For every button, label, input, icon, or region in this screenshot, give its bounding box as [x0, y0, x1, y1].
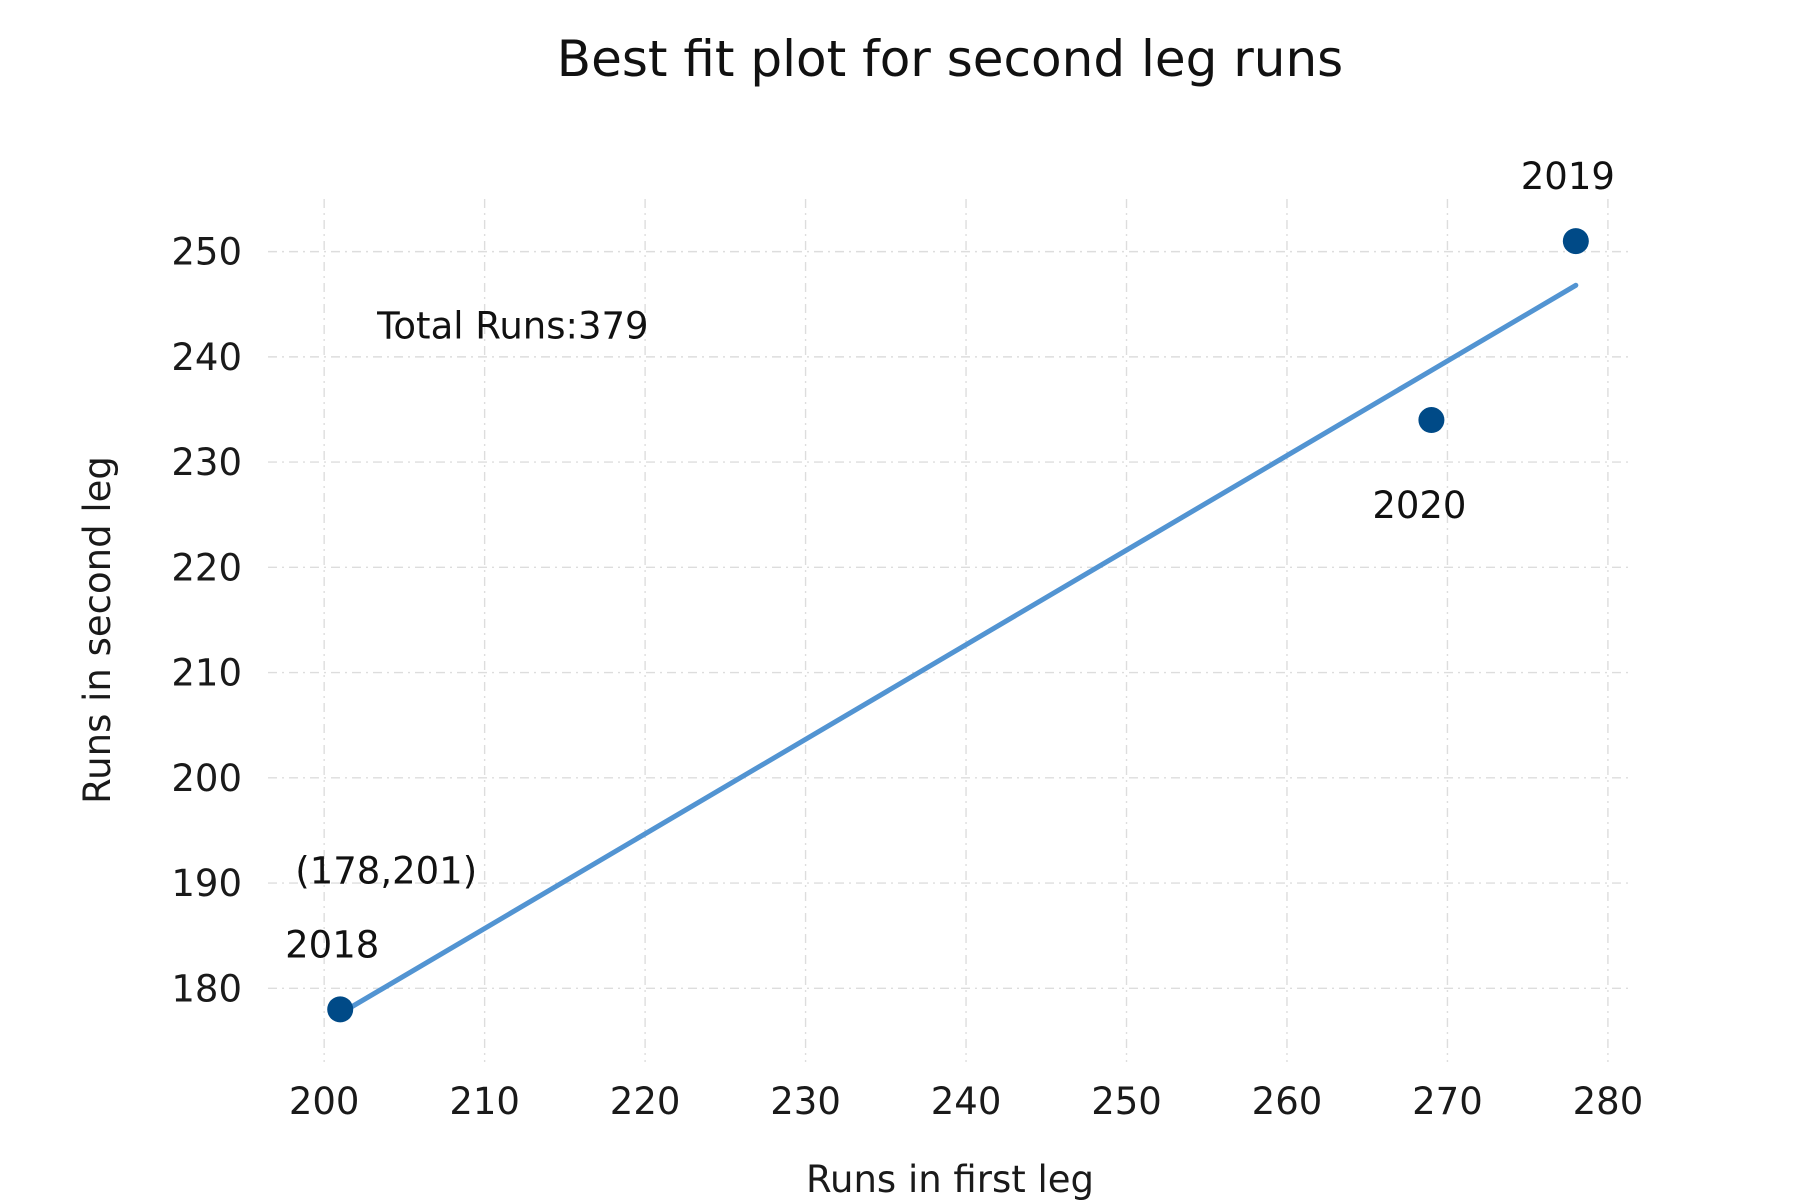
y-tick-label: 250	[171, 231, 242, 274]
y-tick-label: 180	[171, 967, 242, 1010]
grid	[268, 199, 1632, 1062]
point-label: 2020	[1372, 484, 1466, 527]
y-tick-label: 220	[171, 546, 242, 589]
x-tick-label: 260	[1252, 1080, 1323, 1123]
chart-annotation: Total Runs:379	[376, 304, 648, 347]
scatter-point	[1418, 407, 1445, 434]
y-tick-label: 200	[171, 757, 242, 800]
x-tick-label: 220	[610, 1080, 681, 1123]
best-fit-line	[337, 282, 1579, 1017]
x-axis-label: Runs in first leg	[806, 1158, 1094, 1200]
x-tick-label: 200	[289, 1080, 360, 1123]
annotations: Total Runs:379 (178,201)	[295, 304, 648, 892]
x-tick-label: 280	[1573, 1080, 1644, 1123]
best-fit-line-layer	[337, 282, 1579, 1017]
x-tick-label: 240	[931, 1080, 1002, 1123]
tick-labels: 200 210 220 230 240 250 260 270 280 180 190 200 210 2…	[171, 231, 1643, 1123]
x-tick-label: 230	[770, 1080, 841, 1123]
x-tick-label: 270	[1412, 1080, 1483, 1123]
point-labels: 2018 2019 2020	[285, 155, 1615, 966]
y-tick-label: 190	[171, 862, 242, 905]
chart-title: Best fit plot for second leg runs	[557, 30, 1343, 88]
x-tick-label: 250	[1091, 1080, 1162, 1123]
scatter-point	[327, 996, 354, 1023]
y-axis-label: Runs in second leg	[76, 456, 119, 804]
scatter-point	[1562, 228, 1589, 255]
scatter-points-layer	[327, 228, 1589, 1023]
y-tick-label: 210	[171, 652, 242, 695]
y-tick-label: 240	[171, 336, 242, 379]
point-label: 2019	[1521, 155, 1615, 198]
y-tick-label: 230	[171, 441, 242, 484]
point-label: 2018	[285, 923, 379, 966]
x-tick-label: 210	[449, 1080, 520, 1123]
chart-annotation: (178,201)	[295, 849, 477, 892]
